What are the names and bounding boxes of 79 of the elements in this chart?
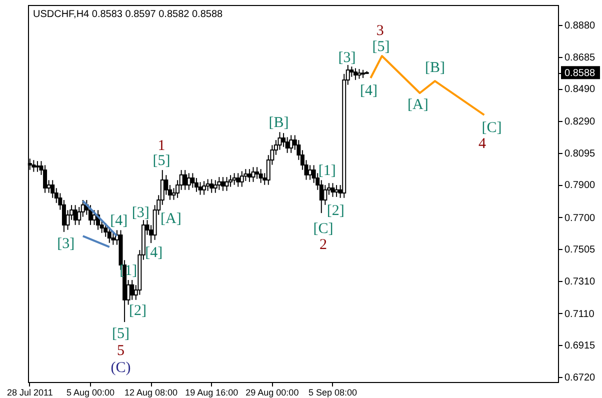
x-tick-label: 29 Aug 00:00 — [246, 388, 299, 398]
candlestick — [32, 160, 36, 172]
annotation: 1 — [158, 138, 166, 154]
annotation: [5] — [152, 153, 170, 169]
candlestick — [35, 160, 40, 172]
annotation: 2 — [320, 237, 328, 253]
candlestick — [334, 184, 339, 198]
candlestick — [213, 180, 218, 194]
chart-title: USDCHF,H4 0.8583 0.8597 0.8582 0.8588 — [33, 9, 224, 20]
annotation: 5 — [117, 343, 124, 359]
candlestick — [330, 182, 335, 198]
annotation: [B] — [424, 60, 445, 76]
candlestick — [323, 184, 328, 206]
y-tick-label: 0.6720 — [564, 372, 596, 384]
annotation: [2] — [129, 303, 147, 319]
annotation: 3 — [376, 23, 384, 39]
annotation: [5] — [112, 326, 130, 342]
candlestick — [202, 180, 206, 196]
y-tick-label: 0.8490 — [564, 84, 596, 96]
candlestick — [285, 136, 290, 154]
annotation: [1] — [318, 163, 336, 179]
annotation: [B] — [268, 115, 289, 131]
annotation: [4] — [110, 213, 128, 229]
candlestick — [308, 164, 312, 180]
y-tick-label: 0.8095 — [564, 148, 596, 160]
candlestick — [183, 170, 188, 190]
y-tick-label: 0.7110 — [564, 308, 595, 320]
candlestick — [228, 174, 233, 188]
candlestick — [236, 172, 240, 188]
candlestick — [232, 172, 236, 186]
annotation: (C) — [110, 360, 131, 376]
x-tick-label: 5 Aug 00:00 — [66, 388, 114, 398]
candlestick — [289, 134, 294, 154]
annotation: [2] — [326, 203, 344, 219]
annotation: 4 — [478, 136, 487, 152]
y-tick-label: 0.7700 — [564, 212, 596, 224]
annotation: [3] — [338, 50, 356, 66]
candlestick — [217, 176, 222, 190]
x-tick-label: 12 Aug 08:00 — [124, 388, 178, 398]
annotation: [3] — [57, 236, 75, 252]
y-tick-label: 0.7505 — [564, 244, 596, 256]
annotation: [4] — [360, 83, 378, 99]
y-tick-label: 0.7900 — [564, 180, 596, 192]
annotation: [A] — [160, 211, 182, 227]
x-tick-label: 5 Sep 08:00 — [308, 388, 358, 398]
candlestick — [357, 68, 362, 80]
candlestick — [353, 68, 358, 80]
candlestick — [186, 172, 191, 190]
y-tick-label: 0.8685 — [564, 52, 596, 64]
candlestick — [43, 164, 48, 194]
candlestick — [206, 178, 210, 192]
x-tick-label: 19 Aug 16:00 — [185, 388, 238, 398]
y-tick-label: 0.6915 — [564, 340, 596, 352]
candlestick — [111, 232, 116, 246]
y-tick-label: 0.7310 — [564, 276, 596, 288]
candlestick — [240, 170, 244, 188]
candlestick — [258, 168, 263, 184]
annotation: [5] — [372, 39, 390, 55]
candlestick — [107, 226, 112, 244]
y-tick-label: 0.8588 — [564, 68, 596, 80]
annotation: [3] — [132, 205, 150, 221]
y-tick-label: 0.8290 — [564, 116, 596, 128]
candlestick — [251, 166, 256, 182]
candlestick — [220, 176, 225, 192]
candlestick — [190, 172, 195, 188]
annotation: [C] — [313, 221, 334, 237]
candlestick — [198, 182, 202, 196]
candlestick — [73, 204, 78, 226]
annotation: [C] — [482, 120, 502, 136]
candlestick — [255, 166, 260, 180]
y-tick-label: 0.8880 — [564, 20, 596, 32]
candlestick — [224, 176, 229, 192]
x-tick-label: 28 Jul 2011 — [6, 388, 53, 398]
candlestick — [350, 66, 354, 78]
annotation: [4] — [145, 245, 163, 261]
annotation: [A] — [408, 97, 428, 113]
candlestick — [130, 280, 134, 300]
candlestick — [210, 178, 214, 194]
candlestick — [247, 168, 252, 182]
